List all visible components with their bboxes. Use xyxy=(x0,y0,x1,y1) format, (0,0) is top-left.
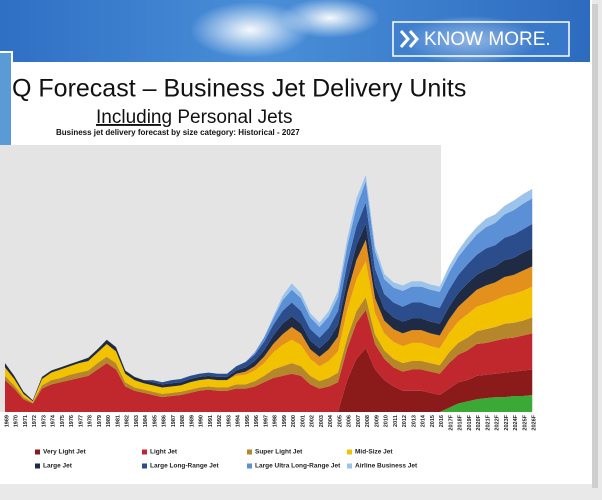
x-tick-label: 1972 xyxy=(32,415,38,427)
x-tick-label: 2006 xyxy=(347,415,353,427)
x-tick-label: 1993 xyxy=(226,415,232,427)
button-label[interactable]: KNOW MORE. xyxy=(424,29,551,50)
x-tick-label: 1971 xyxy=(23,415,29,427)
area xyxy=(5,175,533,401)
legend-swatch xyxy=(35,463,40,469)
x-tick-label: 1969 xyxy=(4,415,10,427)
x-tick-label: 1997 xyxy=(263,415,269,427)
x-tick-label: 1988 xyxy=(180,415,186,427)
x-tick-label: 1974 xyxy=(51,414,57,427)
x-tick-label: 2025F xyxy=(522,414,528,430)
legend-label: Airline Business Jet xyxy=(355,463,418,470)
x-tick-label: 2012 xyxy=(402,415,408,427)
x-tick-label: 2002 xyxy=(310,415,316,427)
x-tick-label: 2016 xyxy=(439,415,445,427)
x-tick-label: 1973 xyxy=(41,415,47,427)
x-tick-label: 1984 xyxy=(143,414,149,427)
legend-label: Large Jet xyxy=(43,463,73,470)
x-tick-label: 1989 xyxy=(189,415,195,427)
x-tick-label: 2008 xyxy=(365,415,371,427)
x-tick-label: 2003 xyxy=(319,415,325,427)
x-tick-label: 2013 xyxy=(411,415,417,427)
cloud xyxy=(190,2,310,58)
x-tick-label: 1999 xyxy=(282,415,288,427)
legend-swatch xyxy=(142,449,147,455)
x-tick-label: 1995 xyxy=(245,415,251,427)
x-tick-label: 2021F xyxy=(485,414,491,430)
x-tick-label: 1985 xyxy=(152,415,158,427)
x-tick-label: 2000 xyxy=(291,415,297,427)
legend-label: Super Light Jet xyxy=(255,449,303,456)
x-tick-label: 2024F xyxy=(513,414,519,430)
x-tick-label: 1992 xyxy=(217,415,223,427)
x-tick-label: 1970 xyxy=(14,415,20,427)
x-tick-label: 2020F xyxy=(476,414,482,430)
x-tick-label: 1979 xyxy=(97,415,103,427)
x-tick-label: 1975 xyxy=(60,415,66,427)
area xyxy=(5,395,533,412)
x-tick-label: 2018F xyxy=(458,414,464,430)
x-tick-label: 1983 xyxy=(134,415,140,427)
know-more-button[interactable]: KNOW MORE. xyxy=(392,21,570,57)
legend-label: Large Ultra Long-Range Jet xyxy=(255,463,341,470)
legend-swatch xyxy=(347,463,352,469)
legend-swatch xyxy=(35,449,40,455)
chevrons xyxy=(399,30,419,48)
area xyxy=(5,348,533,412)
x-tick-label: 2019F xyxy=(467,414,473,430)
slide-shadow xyxy=(592,4,598,488)
button-frame[interactable] xyxy=(392,21,570,57)
legend-swatch xyxy=(247,449,252,455)
x-tick-label: 1981 xyxy=(115,415,121,427)
subtitle-underlined: Including xyxy=(96,107,172,128)
x-tick-label: 2010 xyxy=(384,415,390,427)
x-tick-label: 1991 xyxy=(208,415,214,427)
x-tick-label: 2009 xyxy=(374,415,380,427)
x-tick-label: 2026F xyxy=(532,414,538,430)
area xyxy=(5,309,533,412)
x-tick-label: 1990 xyxy=(199,415,205,427)
x-tick-label: 1980 xyxy=(106,415,112,427)
x-tick-label: 1996 xyxy=(254,415,260,427)
x-tick-label: 1977 xyxy=(78,415,84,427)
x-tick-label: 2001 xyxy=(300,415,306,427)
x-tick-label: 2004 xyxy=(328,414,334,427)
x-tick-label: 1976 xyxy=(69,415,75,427)
x-tick-label: 2011 xyxy=(393,415,399,427)
x-tick-label: 2007 xyxy=(356,415,362,427)
x-tick-label: 1982 xyxy=(125,415,131,427)
x-tick-label: 2014 xyxy=(421,414,427,427)
x-tick-label: 1994 xyxy=(236,414,242,427)
chart-title: Business jet delivery forecast by size c… xyxy=(56,128,300,137)
x-tick-label: 2017F xyxy=(448,414,454,430)
x-tick-label: 1978 xyxy=(88,415,94,427)
x-tick-label: 2022F xyxy=(495,414,501,430)
subtitle: Including Personal Jets xyxy=(96,107,292,128)
legend-swatch xyxy=(347,449,352,455)
subtitle-rest: Personal Jets xyxy=(177,107,292,128)
x-tick-label: 2005 xyxy=(337,415,343,427)
legend-swatch xyxy=(247,463,252,469)
legend-label: Large Long-Range Jet xyxy=(150,463,219,470)
x-tick-label: 1986 xyxy=(162,415,168,427)
legend-label: Light Jet xyxy=(150,449,178,456)
area xyxy=(5,181,533,401)
legend-label: Very Light Jet xyxy=(43,449,86,456)
x-tick-label: 1998 xyxy=(273,415,279,427)
x-tick-label: 2023F xyxy=(504,414,510,430)
page-title: Q Forecast – Business Jet Delivery Units xyxy=(12,75,466,103)
cloud xyxy=(280,0,380,38)
x-tick-label: 2015 xyxy=(430,415,436,427)
legend-label: Mid-Size Jet xyxy=(355,449,393,456)
legend-swatch xyxy=(142,463,147,469)
x-tick-label: 1987 xyxy=(171,415,177,427)
